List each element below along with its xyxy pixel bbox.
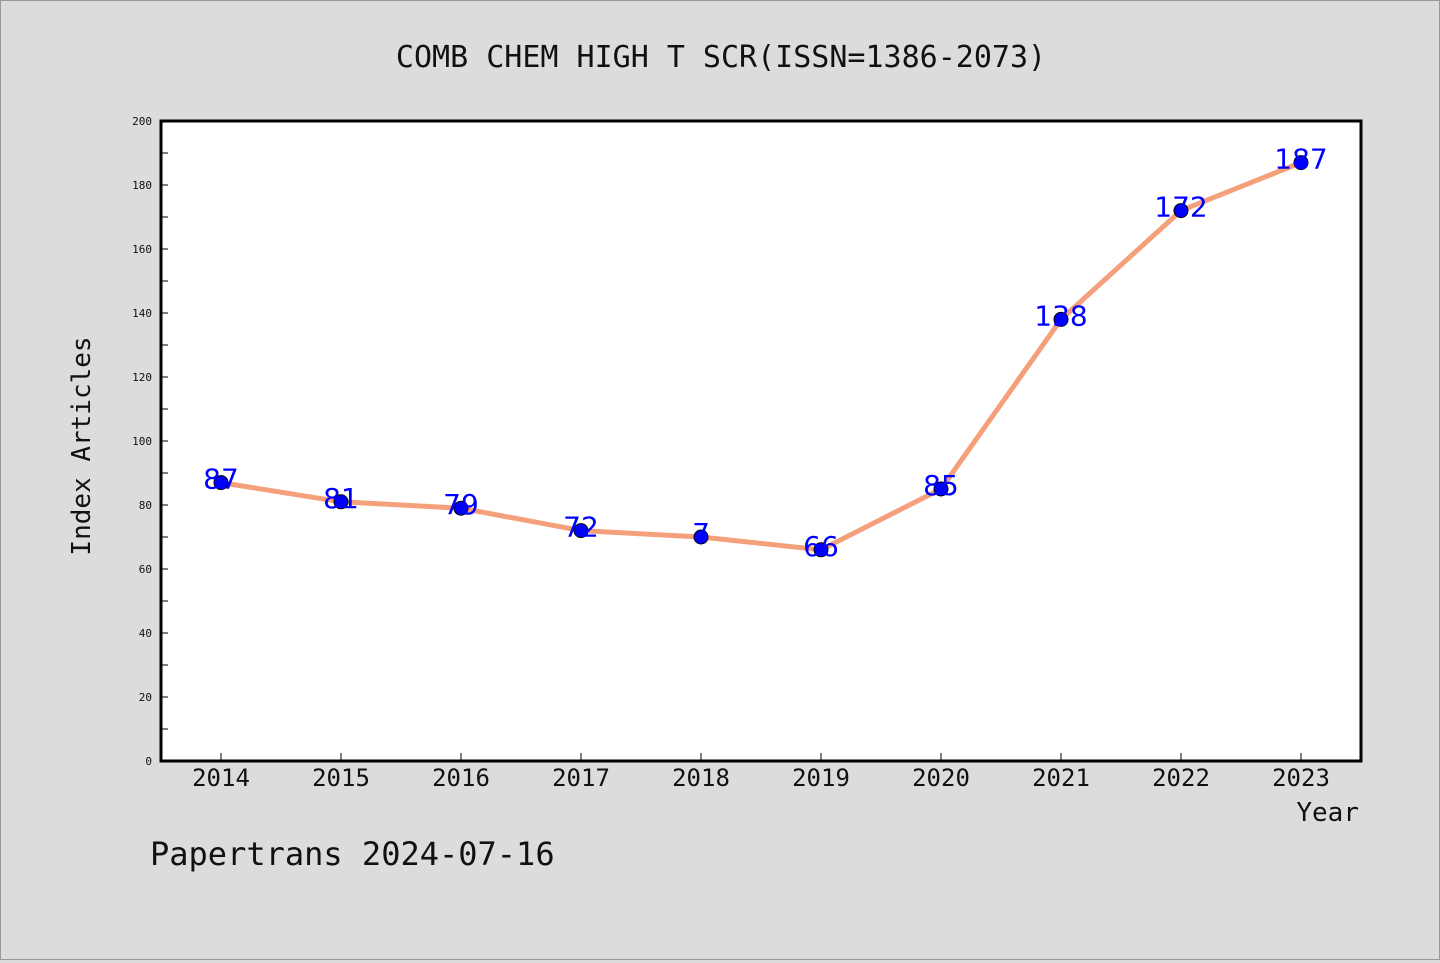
- series-line: [220, 160, 1302, 553]
- data-labels: 87 81 79 72 7 66 85 138 172 187: [203, 143, 1328, 563]
- x-tick-label: 2017: [552, 764, 610, 792]
- data-point: [1053, 311, 1069, 327]
- x-tick-label: 2019: [792, 764, 850, 792]
- y-tick-label: 20: [139, 691, 152, 704]
- x-tick-label: 2022: [1152, 764, 1210, 792]
- plot-frame: [159, 119, 1363, 763]
- chart-title: COMB CHEM HIGH T SCR(ISSN=1386-2073): [396, 40, 1046, 75]
- footer-credit: Papertrans 2024-07-16: [150, 835, 555, 873]
- y-tick-label: 0: [145, 755, 152, 768]
- x-tick-label: 2023: [1272, 764, 1330, 792]
- data-label: 66: [803, 530, 839, 563]
- data-label: 172: [1154, 191, 1207, 224]
- y-axis-label: Index Articles: [67, 336, 97, 555]
- x-axis-label: Year: [1296, 798, 1359, 828]
- data-label: 72: [563, 511, 599, 544]
- data-point: [213, 475, 229, 491]
- y-tick-label: 80: [139, 499, 152, 512]
- x-axis: 2014 2015 2016 2017 2018 2019 2020 2021 2022 2023: [192, 753, 1330, 792]
- y-tick-label: 60: [139, 563, 152, 576]
- x-tick-label: 2014: [192, 764, 250, 792]
- y-tick-label: 100: [132, 435, 152, 448]
- data-label: 7: [692, 517, 710, 550]
- y-tick-label: 180: [132, 179, 152, 192]
- y-tick-label: 140: [132, 307, 152, 320]
- x-tick-label: 2015: [312, 764, 370, 792]
- y-tick-label: 200: [132, 115, 152, 128]
- data-label: 81: [323, 482, 359, 515]
- data-point: [333, 494, 349, 510]
- data-label: 87: [203, 463, 239, 496]
- data-point: [1293, 155, 1309, 171]
- data-label: 138: [1034, 299, 1087, 332]
- y-tick-label: 120: [132, 371, 152, 384]
- data-point: [813, 542, 829, 558]
- y-tick-label: 40: [139, 627, 152, 640]
- data-point: [933, 481, 949, 497]
- y-tick-label: 160: [132, 243, 152, 256]
- x-tick-label: 2018: [672, 764, 730, 792]
- data-label: 187: [1274, 143, 1327, 176]
- data-point: [453, 500, 469, 516]
- data-point: [693, 529, 709, 545]
- x-tick-label: 2016: [432, 764, 490, 792]
- data-label: 79: [443, 488, 479, 521]
- x-tick-label: 2020: [912, 764, 970, 792]
- data-point: [1173, 203, 1189, 219]
- y-axis: 0 20 40 60 80 100 120 140 160 180 200: [132, 115, 168, 768]
- data-label: 85: [923, 469, 959, 502]
- data-point: [573, 523, 589, 539]
- x-tick-label: 2021: [1032, 764, 1090, 792]
- data-markers: [213, 155, 1309, 558]
